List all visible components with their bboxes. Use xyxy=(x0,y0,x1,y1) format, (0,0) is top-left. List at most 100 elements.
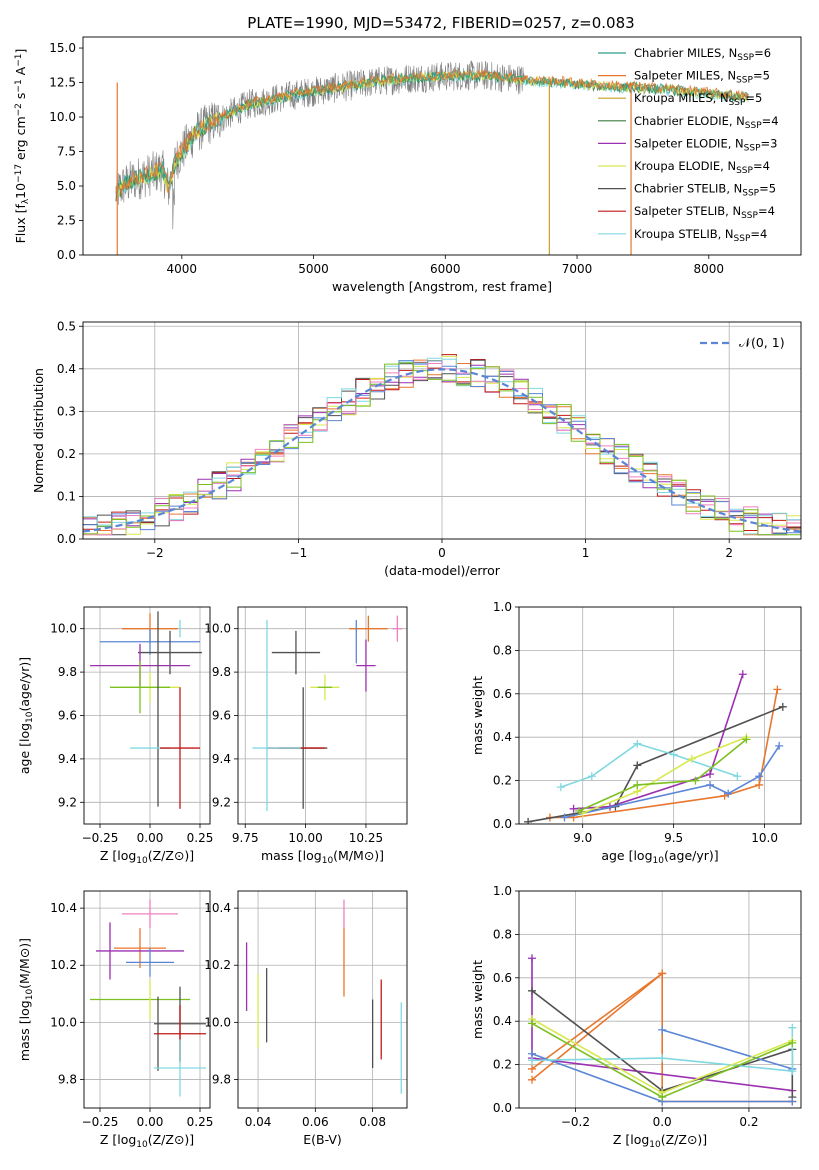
y-axis-label: age [log10(age/yr)] xyxy=(17,657,35,774)
legend-entry: 𝒩(0, 1) xyxy=(739,335,785,350)
weight-series xyxy=(528,969,667,1073)
x-axis-label-base: age [log xyxy=(601,848,652,863)
y-tick-label: 10.0 xyxy=(49,110,76,124)
legend-entry-base: Kroupa STELIB, N xyxy=(634,227,734,241)
x-tick-label: 0.08 xyxy=(359,1115,386,1129)
figure-title: PLATE=1990, MJD=53472, FIBERID=0257, z=0… xyxy=(247,14,634,32)
y-tick-label: 0.1 xyxy=(57,489,76,503)
error-bar-point xyxy=(154,1039,206,1097)
weight-marker xyxy=(528,1064,537,1073)
x-tick-label: 2 xyxy=(725,546,733,560)
weight-series xyxy=(528,1019,797,1102)
y-tick-label: 0.0 xyxy=(493,1101,512,1115)
y-tick-label: 0.4 xyxy=(57,362,76,376)
y-tick-label: 0.5 xyxy=(57,319,76,333)
mass-weight-vs-metallicity-panel: −0.2 0.0 0.2 0.0 0.2 0.4 0.6 0.8 1.0 Z [log10(Z/Z… xyxy=(470,884,802,1150)
error-bar-point xyxy=(100,628,200,655)
x-axis-label-sub: 10 xyxy=(136,856,148,866)
legend-entry-sub: SSP xyxy=(745,121,762,131)
y-axis-label-part: s xyxy=(13,93,28,104)
x-axis-label: age [log10(age/yr)] xyxy=(601,848,718,866)
x-tick-label: 6000 xyxy=(430,262,461,276)
weight-marker xyxy=(706,780,715,789)
x-tick-label: 0 xyxy=(438,546,446,560)
y-tick-label: 9.6 xyxy=(58,709,77,723)
weight-series-line xyxy=(549,689,779,819)
weight-marker xyxy=(569,804,578,813)
error-bar-point xyxy=(122,899,178,929)
legend-entry-base: Chabrier ELODIE, N xyxy=(634,114,745,128)
y-axis-label-part: −17 xyxy=(14,164,24,183)
legend-entry-sub: SSP xyxy=(729,98,746,108)
weight-marker xyxy=(575,806,584,815)
weight-marker xyxy=(633,739,642,748)
weight-marker xyxy=(788,1097,797,1106)
weight-marker xyxy=(738,670,747,679)
x-tick-label: 10.0 xyxy=(751,831,778,845)
weight-marker xyxy=(687,754,696,763)
axes-frame xyxy=(83,890,211,1109)
y-axis-label: mass [log10(M/M⊙)] xyxy=(17,938,35,1061)
x-axis-label: E(B-V) xyxy=(303,1132,342,1147)
x-axis-label-tail: (Z/Z⊙)] xyxy=(661,1132,707,1147)
y-axis-label-part: −2 xyxy=(14,103,24,116)
x-tick-label: 8000 xyxy=(694,262,725,276)
y-tick-label: 10.0 xyxy=(50,1015,77,1029)
weight-series xyxy=(556,739,742,792)
age_vs_mass-plot-area xyxy=(238,607,407,824)
y-axis-label-tail: (age/yr)] xyxy=(17,657,32,712)
y-axis-label-base: mass [log xyxy=(17,1000,32,1061)
legend-entry-base: Chabrier STELIB, N xyxy=(634,182,742,196)
legend-entry: Chabrier STELIB, NSSP=5 xyxy=(634,182,776,199)
x-tick-label: 0.0 xyxy=(653,1115,672,1129)
x-tick-label: 5000 xyxy=(298,262,329,276)
model-spectrum-line xyxy=(115,68,749,195)
legend-entry: Salpeter STELIB, NSSP=4 xyxy=(634,204,775,221)
weight-series-line xyxy=(578,738,747,812)
legend-entry-base: Salpeter MILES, N xyxy=(634,69,736,83)
y-axis-label-part: ] xyxy=(13,49,28,54)
y-tick-label: 0.2 xyxy=(493,1058,512,1072)
legend-entry-tail: =6 xyxy=(754,46,771,60)
weight-series-line xyxy=(573,674,744,810)
y-tick-label: 0.0 xyxy=(57,532,76,546)
y-tick-label: 0.8 xyxy=(493,927,512,941)
weight-marker xyxy=(658,1025,667,1034)
legend-entry: Salpeter MILES, NSSP=5 xyxy=(634,69,770,86)
y-tick-label: 5.0 xyxy=(57,179,76,193)
legend-entry: Chabrier ELODIE, NSSP=4 xyxy=(634,114,779,131)
y-tick-label: 9.2 xyxy=(212,795,231,809)
x-axis-label-base: mass [log xyxy=(261,848,322,863)
y-tick-label: 0.6 xyxy=(493,971,512,985)
y-axis-label: mass weight xyxy=(470,676,485,755)
weight-marker xyxy=(528,1075,537,1084)
axes-frame xyxy=(518,890,802,1109)
x-axis-label-sub: 10 xyxy=(322,856,334,866)
legend-entry-tail: =5 xyxy=(745,91,762,105)
axes-frame xyxy=(518,606,802,825)
error-bar-point xyxy=(356,639,376,692)
weight-marker xyxy=(773,685,782,694)
weight-marker xyxy=(775,741,784,750)
x-tick-label: −2 xyxy=(146,546,164,560)
legend-entry-sub: SSP xyxy=(744,143,761,153)
y-tick-label: 0.2 xyxy=(57,447,76,461)
weight-marker xyxy=(528,1019,537,1028)
x-axis-label-tail: (age/yr)] xyxy=(664,848,719,863)
weight-series xyxy=(528,969,797,1106)
axes-frame xyxy=(237,606,408,825)
y-tick-label: 9.6 xyxy=(212,709,231,723)
y-tick-label: 15.0 xyxy=(49,41,76,55)
error-bar-point xyxy=(138,630,202,675)
axes-frame xyxy=(82,321,802,540)
legend-entry-base: Salpeter ELODIE, N xyxy=(634,136,744,150)
y-axis-label-part: −1 xyxy=(14,54,24,67)
legend-entry-base: Kroupa MILES, N xyxy=(634,91,729,105)
weight-marker xyxy=(778,702,787,711)
x-axis-label-tail: (Z/Z⊙)] xyxy=(148,1132,194,1147)
weight-marker xyxy=(669,750,678,759)
weight-marker xyxy=(658,969,667,978)
x-axis-label: (data-model)/error xyxy=(384,563,501,578)
x-tick-label: −0.2 xyxy=(561,1115,590,1129)
